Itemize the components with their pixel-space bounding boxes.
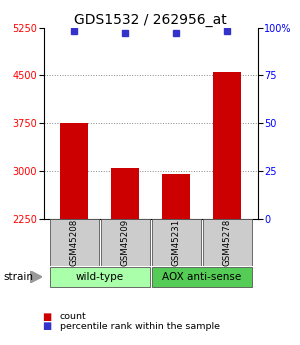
Bar xyxy=(50,267,150,287)
Polygon shape xyxy=(30,270,42,283)
Bar xyxy=(213,72,242,219)
Bar xyxy=(60,123,88,219)
Bar xyxy=(162,175,190,219)
Bar xyxy=(152,267,252,287)
Text: GSM45278: GSM45278 xyxy=(223,219,232,266)
Text: percentile rank within the sample: percentile rank within the sample xyxy=(60,322,220,331)
Text: ■: ■ xyxy=(42,321,51,331)
Text: wild-type: wild-type xyxy=(76,272,124,282)
Bar xyxy=(111,168,139,219)
Text: strain: strain xyxy=(3,272,33,282)
Title: GDS1532 / 262956_at: GDS1532 / 262956_at xyxy=(74,12,227,27)
Text: GSM45208: GSM45208 xyxy=(70,219,79,266)
Text: ■: ■ xyxy=(42,312,51,322)
Text: count: count xyxy=(60,312,87,321)
Bar xyxy=(50,219,99,266)
Text: GSM45209: GSM45209 xyxy=(121,219,130,266)
Text: AOX anti-sense: AOX anti-sense xyxy=(162,272,242,282)
Bar xyxy=(203,219,252,266)
Bar xyxy=(152,219,201,266)
Text: GSM45231: GSM45231 xyxy=(172,219,181,266)
Bar xyxy=(101,219,150,266)
